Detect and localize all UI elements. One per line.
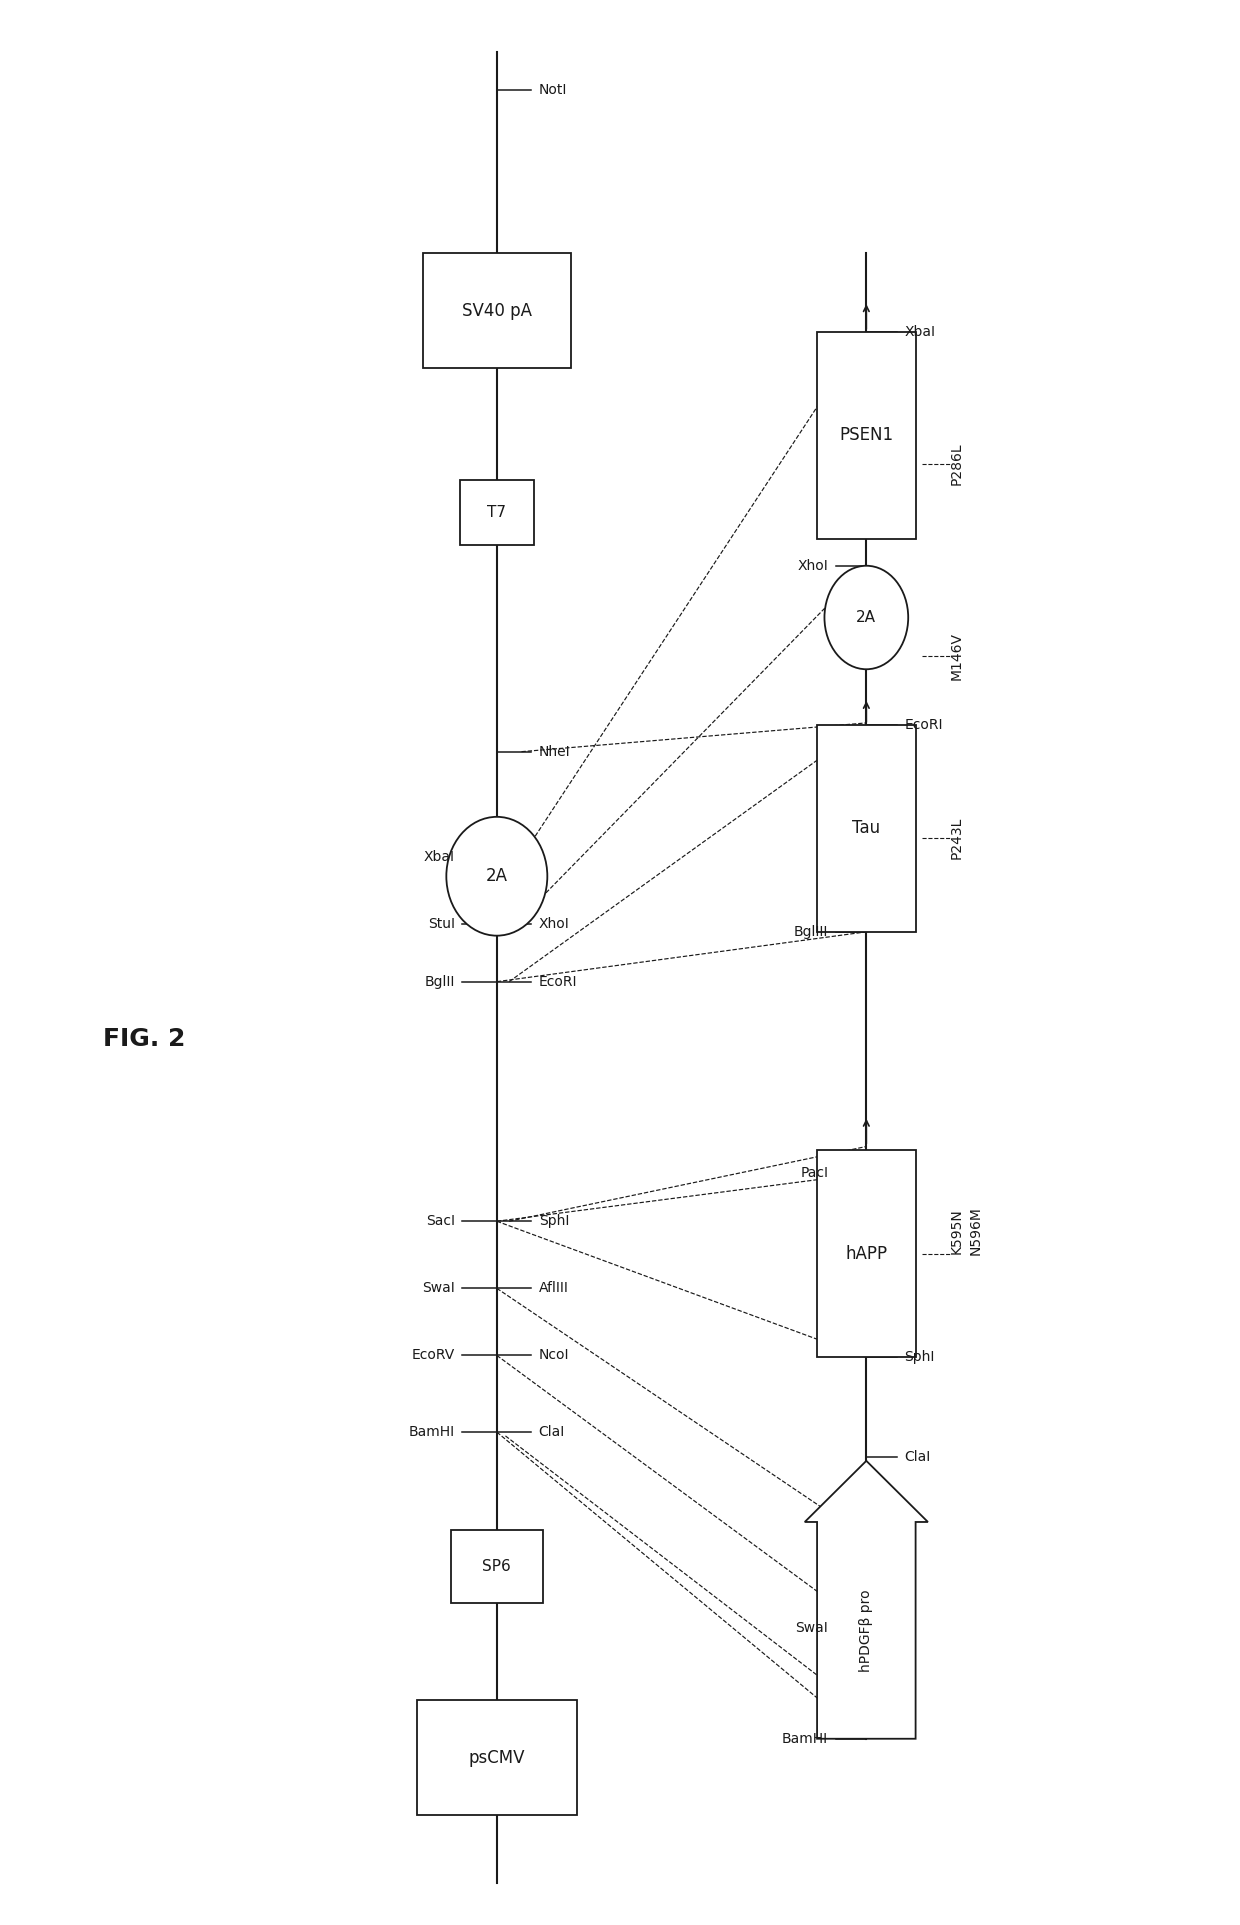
Bar — [423, 254, 570, 368]
Text: SwaI: SwaI — [795, 1621, 828, 1634]
Text: T7: T7 — [487, 504, 506, 520]
Text: SwaI: SwaI — [422, 1282, 455, 1296]
Text: NcoI: NcoI — [538, 1348, 569, 1363]
Text: BamHI: BamHI — [409, 1424, 455, 1440]
Bar — [460, 479, 533, 545]
Text: ClaI: ClaI — [904, 1450, 931, 1465]
Text: NotI: NotI — [538, 83, 567, 98]
Ellipse shape — [446, 816, 547, 936]
Bar — [817, 726, 915, 932]
Text: hPDGFβ pro: hPDGFβ pro — [859, 1588, 873, 1671]
Text: XbaI: XbaI — [424, 851, 455, 864]
Text: NheI: NheI — [538, 745, 570, 758]
Text: EcoRI: EcoRI — [538, 974, 577, 989]
Ellipse shape — [825, 566, 908, 670]
Text: BamHI: BamHI — [782, 1732, 828, 1746]
Text: 2A: 2A — [486, 868, 508, 886]
Text: BglII: BglII — [424, 974, 455, 989]
Text: psCMV: psCMV — [469, 1750, 525, 1767]
Text: Tau: Tau — [852, 820, 880, 837]
Bar — [417, 1700, 577, 1815]
Text: N596M: N596M — [968, 1207, 982, 1255]
Text: XhoI: XhoI — [797, 558, 828, 574]
Text: FIG. 2: FIG. 2 — [103, 1028, 185, 1051]
Text: SphI: SphI — [904, 1349, 935, 1365]
Text: P243L: P243L — [950, 816, 963, 859]
Text: K595N: K595N — [950, 1209, 963, 1253]
Text: EcoRV: EcoRV — [412, 1348, 455, 1363]
Text: SphI: SphI — [538, 1215, 569, 1228]
Text: 2A: 2A — [857, 610, 877, 626]
Bar — [817, 1151, 915, 1357]
Polygon shape — [805, 1461, 928, 1738]
Text: SP6: SP6 — [482, 1559, 511, 1575]
Text: XbaI: XbaI — [904, 325, 935, 339]
Text: hAPP: hAPP — [846, 1245, 888, 1263]
Text: ClaI: ClaI — [538, 1424, 565, 1440]
Text: SacI: SacI — [427, 1215, 455, 1228]
Text: XhoI: XhoI — [538, 916, 569, 932]
Text: SV40 pA: SV40 pA — [461, 302, 532, 320]
Text: AflIII: AflIII — [538, 1282, 569, 1296]
Bar — [450, 1530, 543, 1604]
Text: M146V: M146V — [950, 631, 963, 680]
Text: StuI: StuI — [428, 916, 455, 932]
Text: BglIII: BglIII — [794, 924, 828, 939]
Text: P286L: P286L — [950, 443, 963, 485]
Text: PacI: PacI — [800, 1167, 828, 1180]
Bar — [817, 331, 915, 539]
Text: PSEN1: PSEN1 — [839, 427, 893, 445]
Text: EcoRI: EcoRI — [904, 718, 942, 732]
